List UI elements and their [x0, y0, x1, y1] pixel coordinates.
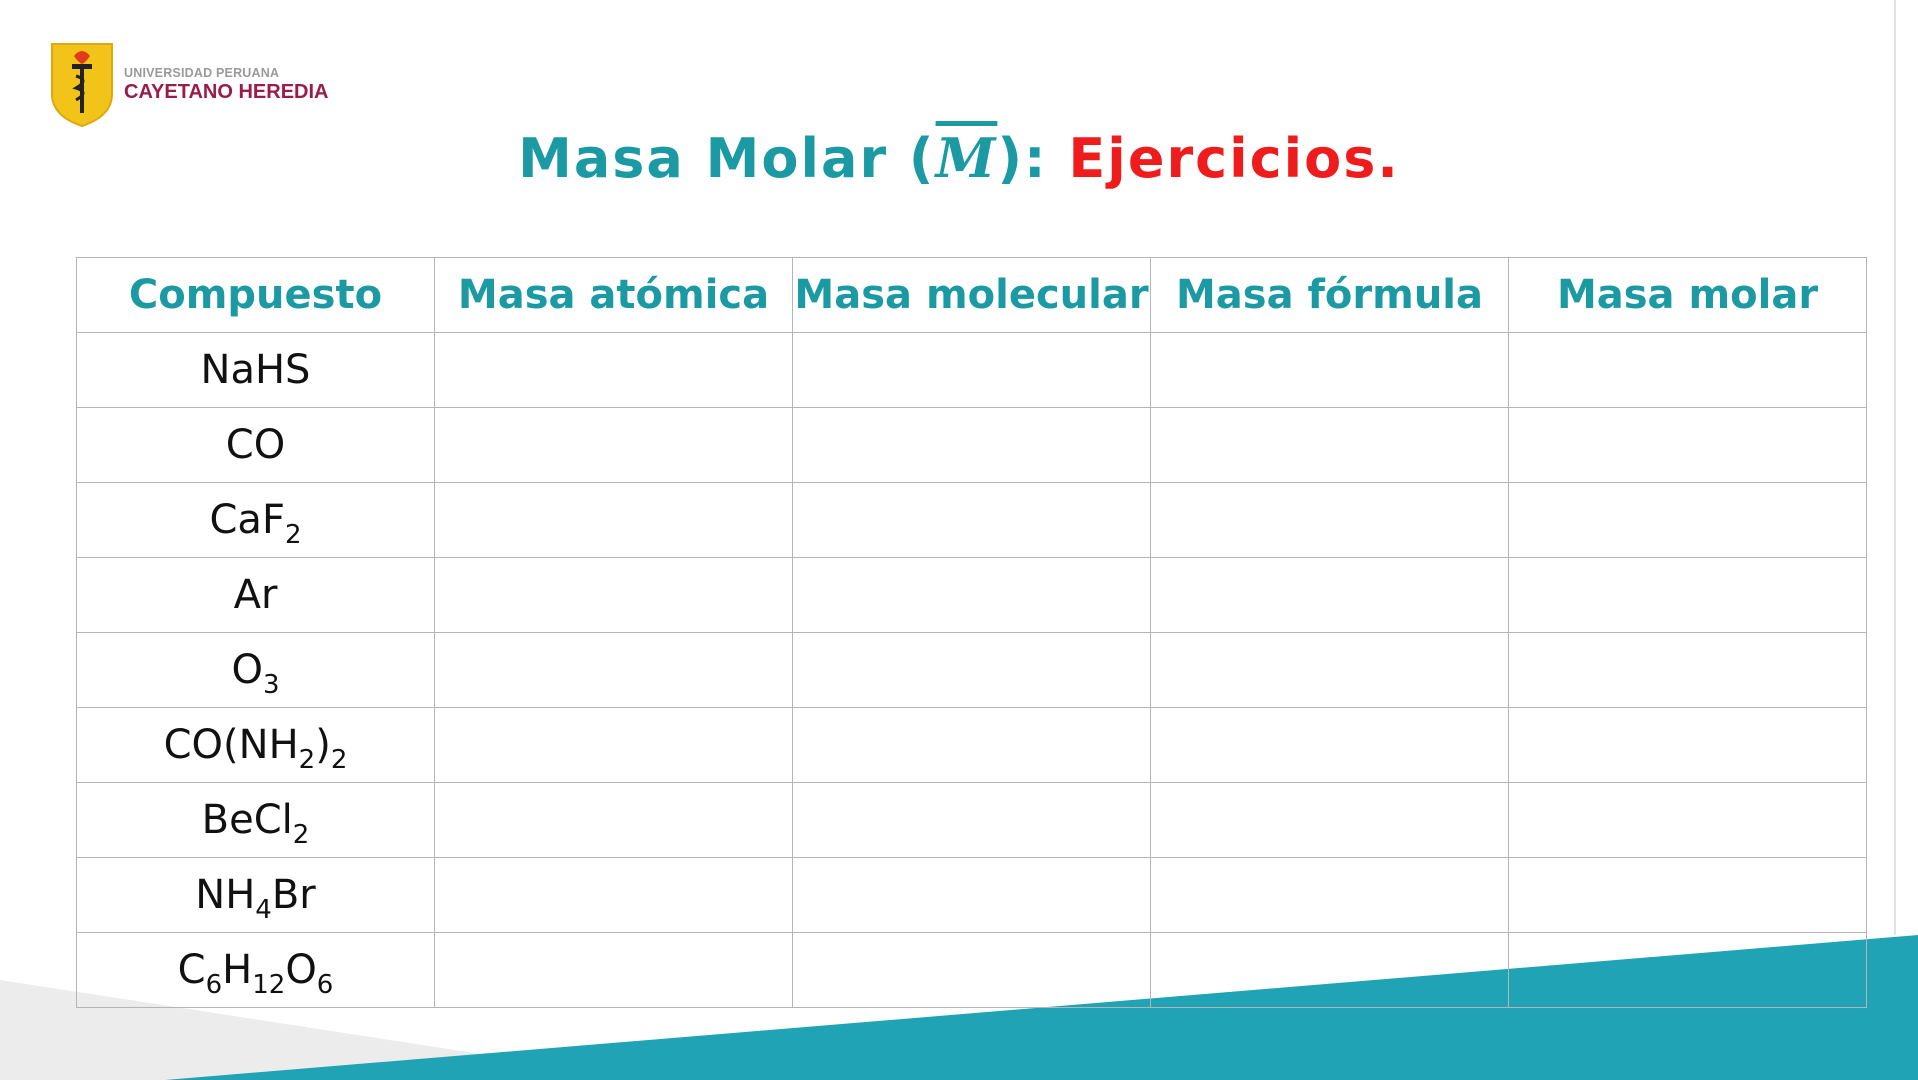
table-header-row: Compuesto Masa atómica Masa molecular Masa … [76, 257, 1867, 333]
title-part1: Masa Molar ( [518, 127, 936, 190]
formula-text: O [231, 647, 263, 693]
logo-line1: UNIVERSIDAD PERUANA [124, 66, 280, 80]
compound-cell: BeCl2 [76, 782, 435, 858]
formula-subscript: 12 [252, 970, 286, 1000]
table-row: CO(NH2)2 [76, 707, 1867, 783]
empty-answer-cell [792, 407, 1151, 483]
empty-answer-cell [1150, 782, 1509, 858]
formula-text: ) [315, 722, 331, 768]
formula-subscript: 6 [205, 970, 223, 1000]
compound-cell: Ar [76, 557, 435, 633]
table-row: O3 [76, 632, 1867, 708]
table-row: NaHS [76, 332, 1867, 408]
empty-answer-cell [1150, 707, 1509, 783]
exercise-table: Compuesto Masa atómica Masa molecular Masa … [76, 257, 1867, 1008]
formula-text: Br [271, 872, 316, 918]
formula-subscript: 4 [255, 895, 272, 925]
empty-answer-cell [792, 857, 1151, 933]
empty-answer-cell [1508, 557, 1867, 633]
formula-subscript: 6 [316, 970, 334, 1000]
column-header: Masa atómica [434, 257, 793, 333]
table-row: Ar [76, 557, 1867, 633]
column-header: Masa molecular [792, 257, 1151, 333]
column-header: Compuesto [76, 257, 435, 333]
empty-answer-cell [1150, 482, 1509, 558]
empty-answer-cell [434, 482, 793, 558]
formula-text: O [285, 947, 317, 993]
table-row: C6H12O6 [76, 932, 1867, 1008]
formula-subscript: 3 [262, 670, 280, 700]
formula-subscript: 2 [330, 745, 348, 775]
logo-line2: CAYETANO HEREDIA [124, 81, 329, 103]
compound-cell: C6H12O6 [76, 932, 435, 1008]
empty-answer-cell [1508, 782, 1867, 858]
empty-answer-cell [1150, 407, 1509, 483]
empty-answer-cell [434, 632, 793, 708]
empty-answer-cell [434, 557, 793, 633]
formula-text: H [222, 947, 253, 993]
formula-text: BeCl [201, 797, 293, 843]
table-row: NH4Br [76, 857, 1867, 933]
empty-answer-cell [1150, 932, 1509, 1008]
formula-text: C [177, 947, 206, 993]
compound-cell: NH4Br [76, 857, 435, 933]
formula-subscript: 2 [298, 745, 316, 775]
empty-answer-cell [434, 332, 793, 408]
empty-answer-cell [434, 932, 793, 1008]
empty-answer-cell [792, 707, 1151, 783]
column-header: Masa fórmula [1150, 257, 1509, 333]
empty-answer-cell [434, 707, 793, 783]
page-title: Masa Molar (M): Ejercicios. [0, 126, 1918, 190]
column-header: Masa molar [1508, 257, 1867, 333]
empty-answer-cell [1150, 557, 1509, 633]
formula-subscript: 2 [292, 820, 310, 850]
empty-answer-cell [792, 632, 1151, 708]
empty-answer-cell [1150, 632, 1509, 708]
empty-answer-cell [1150, 857, 1509, 933]
formula-text: CO(NH [163, 722, 299, 768]
empty-answer-cell [1150, 332, 1509, 408]
formula-text: CO [225, 422, 286, 468]
empty-answer-cell [434, 857, 793, 933]
compound-cell: NaHS [76, 332, 435, 408]
empty-answer-cell [792, 482, 1151, 558]
empty-answer-cell [434, 407, 793, 483]
formula-text: Ar [233, 572, 278, 618]
empty-answer-cell [792, 932, 1151, 1008]
empty-answer-cell [1508, 332, 1867, 408]
empty-answer-cell [1508, 707, 1867, 783]
compound-cell: CO [76, 407, 435, 483]
title-part2: ): [997, 127, 1069, 190]
empty-answer-cell [434, 782, 793, 858]
university-logo: UNIVERSIDAD PERUANA CAYETANO HEREDIA [50, 42, 328, 128]
formula-text: NaHS [200, 347, 311, 393]
title-symbol: M [935, 126, 998, 190]
empty-answer-cell [792, 557, 1151, 633]
empty-answer-cell [1508, 632, 1867, 708]
title-part3: Ejercicios. [1068, 127, 1400, 190]
empty-answer-cell [1508, 482, 1867, 558]
empty-answer-cell [792, 332, 1151, 408]
empty-answer-cell [1508, 407, 1867, 483]
empty-answer-cell [1508, 857, 1867, 933]
table-row: CO [76, 407, 1867, 483]
formula-text: CaF [209, 497, 285, 543]
shield-crest-icon [51, 43, 113, 128]
table-row: CaF2 [76, 482, 1867, 558]
table-row: BeCl2 [76, 782, 1867, 858]
formula-text: NH [195, 872, 256, 918]
formula-subscript: 2 [284, 520, 302, 550]
compound-cell: CaF2 [76, 482, 435, 558]
compound-cell: O3 [76, 632, 435, 708]
empty-answer-cell [1508, 932, 1867, 1008]
compound-cell: CO(NH2)2 [76, 707, 435, 783]
empty-answer-cell [792, 782, 1151, 858]
